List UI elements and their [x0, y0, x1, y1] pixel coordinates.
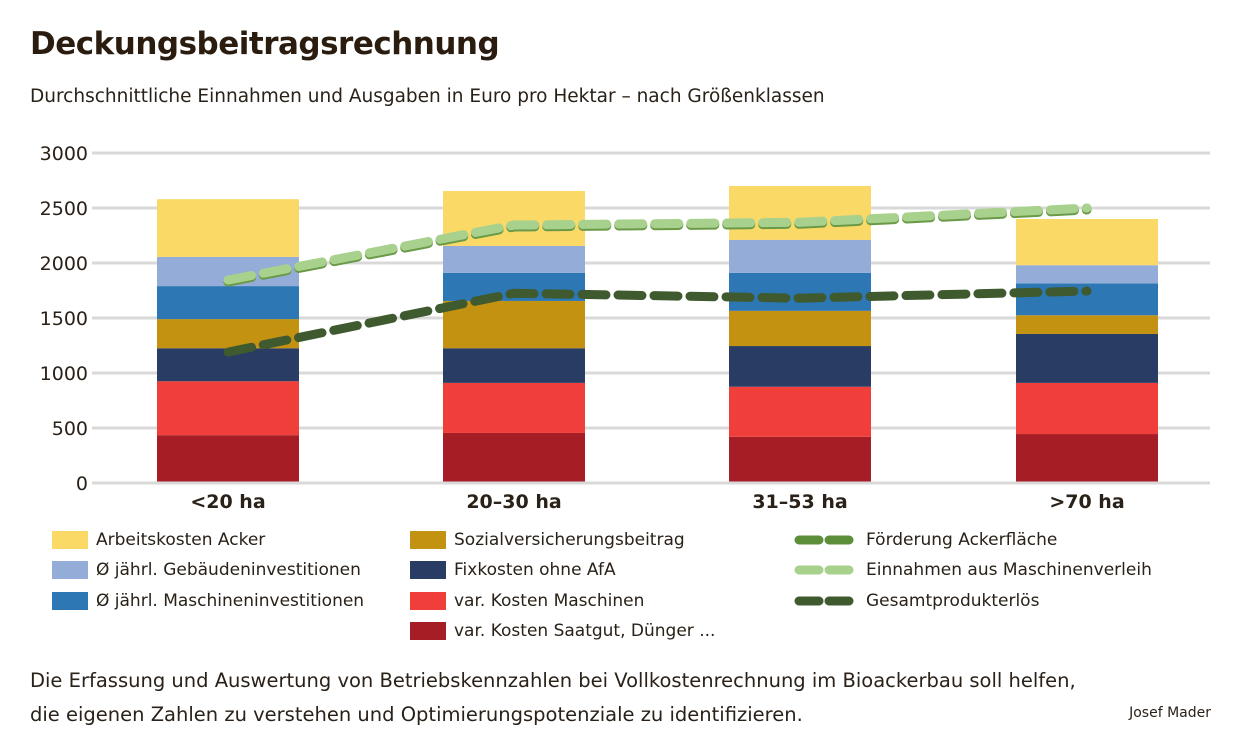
bar-segment: [443, 432, 585, 483]
legend-swatch: [410, 592, 446, 610]
x-tick-label: 20–30 ha: [466, 491, 561, 513]
bar-segment: [1016, 333, 1158, 383]
legend-item: Gesamtprodukterlös: [794, 591, 1039, 611]
x-tick-label: >70 ha: [1049, 491, 1124, 513]
bar-segment: [729, 186, 871, 240]
chart-subtitle: Durchschnittliche Einnahmen und Ausgaben…: [30, 86, 825, 107]
legend-label: Ø jährl. Gebäudeninvestitionen: [96, 560, 361, 580]
y-tick-label: 2000: [40, 253, 88, 275]
bar-segment: [157, 286, 299, 320]
x-tick-label: 31–53 ha: [752, 491, 847, 513]
legend-label: Ø jährl. Maschineninvestitionen: [96, 591, 365, 611]
chart-title: Deckungsbeitragsrechnung: [30, 26, 500, 62]
bar-segment: [1016, 219, 1158, 266]
legend-swatch: [410, 622, 446, 640]
bar-segment: [729, 272, 871, 311]
legend-label: Gesamtprodukterlös: [866, 591, 1040, 611]
bar-segment: [443, 245, 585, 273]
legend-swatch: [410, 561, 446, 579]
legend-label: Arbeitskosten Acker: [96, 530, 266, 550]
credit: Josef Mader: [1129, 705, 1211, 721]
legend-label: var. Kosten Maschinen: [454, 591, 645, 611]
bar-segment: [1016, 265, 1158, 284]
legend-item: var. Kosten Maschinen: [410, 591, 644, 611]
line-series: [223, 286, 1092, 357]
legend-item: Ø jährl. Gebäudeninvestitionen: [52, 560, 361, 580]
legend-item: Fixkosten ohne AfA: [410, 560, 616, 580]
bar-segment: [1016, 382, 1158, 435]
bar-segment: [443, 300, 585, 349]
plot-area: 0 500 1000 1500 2000 2500 3000 <20 ha 20–30 ha 31…: [40, 143, 1210, 513]
y-tick-label: 500: [52, 418, 88, 440]
legend-swatch: [794, 535, 854, 545]
legend-item: Einnahmen aus Maschinenverleih: [794, 560, 1152, 580]
legend-item: Sozialversicherungsbeitrag: [410, 530, 685, 550]
bar-segment: [729, 239, 871, 273]
legend-item: Arbeitskosten Acker: [52, 530, 265, 550]
x-tick-label: <20 ha: [190, 491, 265, 513]
bar-segment: [443, 382, 585, 433]
line-series: [223, 203, 1092, 285]
y-tick-label: 1500: [40, 308, 88, 330]
legend-label: Fixkosten ohne AfA: [454, 560, 616, 580]
legend-swatch: [52, 531, 88, 549]
y-tick-label: 1000: [40, 363, 88, 385]
legend-swatch: [794, 596, 854, 606]
y-tick-label: 3000: [40, 143, 88, 165]
legend-item: Ø jährl. Maschineninvestitionen: [52, 591, 364, 611]
legend-item: Förderung Ackerfläche: [794, 530, 1057, 550]
legend-label: Einnahmen aus Maschinenverleih: [866, 560, 1152, 580]
footer-text: Die Erfassung und Auswertung von Betrieb…: [30, 664, 1076, 732]
bar-segment: [729, 386, 871, 437]
footer-line-1: Die Erfassung und Auswertung von Betrieb…: [30, 669, 1076, 692]
bar-segment: [157, 435, 299, 483]
bar-segment: [729, 436, 871, 483]
legend-label: Förderung Ackerfläche: [866, 530, 1058, 550]
legend-swatch: [52, 592, 88, 610]
bar-segment: [729, 310, 871, 347]
legend-item: var. Kosten Saatgut, Dünger ...: [410, 621, 715, 641]
legend-label: Sozialversicherungsbeitrag: [454, 530, 685, 550]
bar-segment: [1016, 315, 1158, 334]
legend-swatch: [410, 531, 446, 549]
y-tick-label: 0: [76, 473, 88, 495]
legend-swatch: [794, 565, 854, 575]
footer-line-2: die eigenen Zahlen zu verstehen und Opti…: [30, 703, 803, 726]
legend-label: var. Kosten Saatgut, Dünger ...: [454, 621, 716, 641]
y-tick-label: 2500: [40, 198, 88, 220]
bar-segment: [729, 346, 871, 387]
legend-swatch: [52, 561, 88, 579]
bar-segment: [1016, 434, 1158, 483]
bar-segment: [443, 348, 585, 383]
bar-segment: [157, 381, 299, 436]
bar-segment: [157, 199, 299, 257]
